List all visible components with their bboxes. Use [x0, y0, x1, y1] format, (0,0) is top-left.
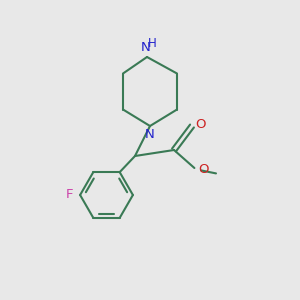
Text: F: F [66, 188, 74, 201]
Text: N: N [145, 128, 154, 141]
Text: O: O [198, 163, 208, 176]
Text: O: O [196, 118, 206, 131]
Text: H: H [148, 38, 157, 50]
Text: N: N [141, 41, 150, 54]
